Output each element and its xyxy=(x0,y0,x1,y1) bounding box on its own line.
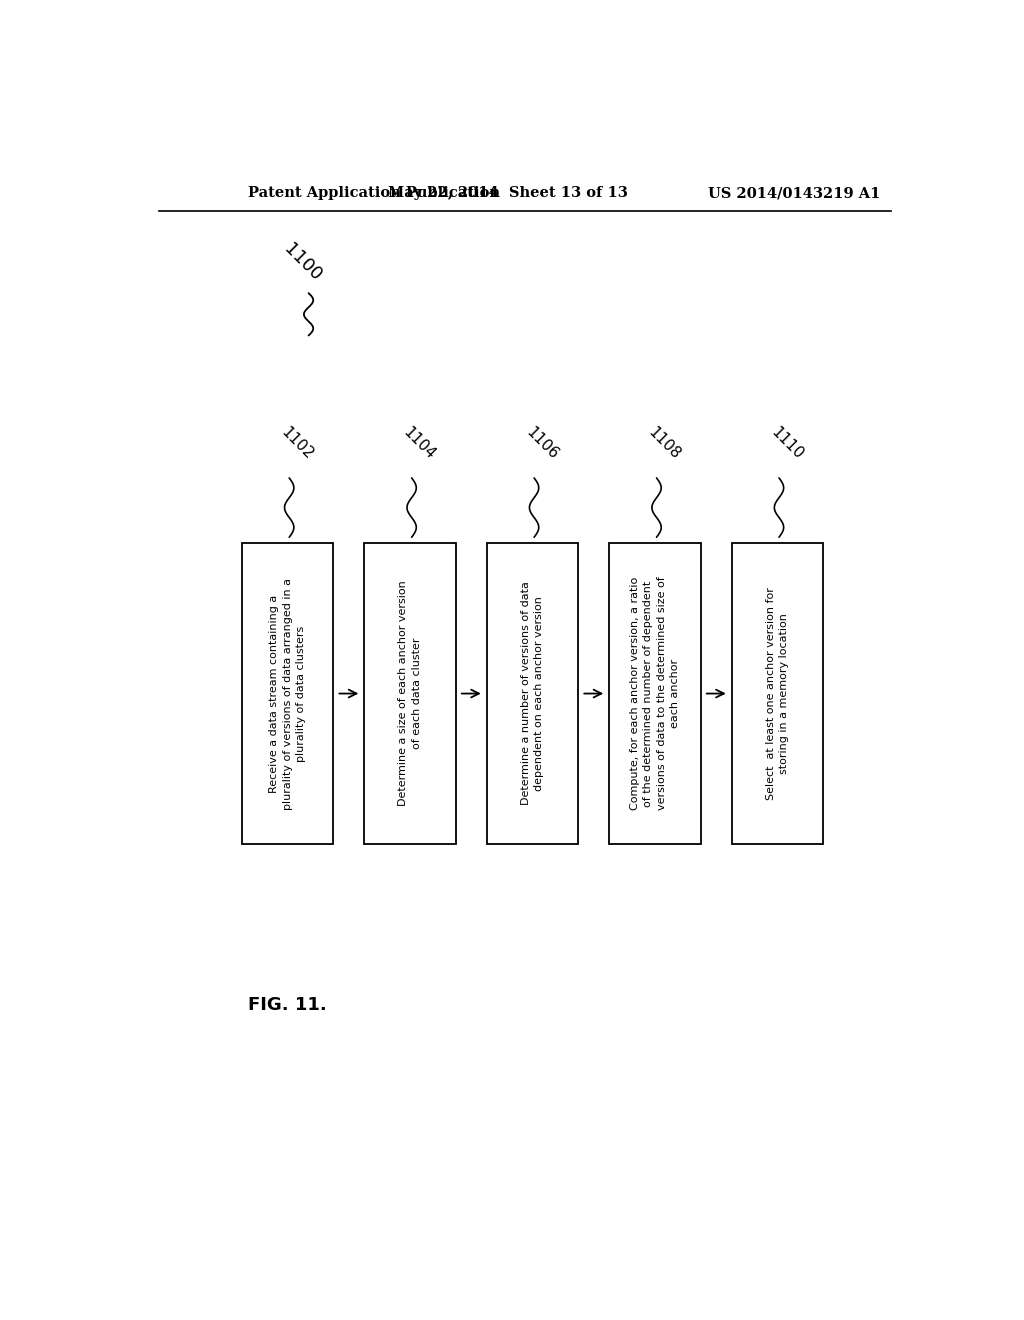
Text: US 2014/0143219 A1: US 2014/0143219 A1 xyxy=(709,186,881,201)
Text: FIG. 11.: FIG. 11. xyxy=(248,997,327,1014)
Text: 1106: 1106 xyxy=(523,424,561,462)
Text: May 22, 2014  Sheet 13 of 13: May 22, 2014 Sheet 13 of 13 xyxy=(388,186,628,201)
Bar xyxy=(609,544,700,843)
Bar xyxy=(732,544,823,843)
Text: Compute, for each anchor version, a ratio
of the determined number of dependent
: Compute, for each anchor version, a rati… xyxy=(630,577,680,810)
Bar xyxy=(486,544,579,843)
Bar xyxy=(242,544,334,843)
Text: Receive a data stream containing a
plurality of versions of data arranged in a
p: Receive a data stream containing a plura… xyxy=(269,578,306,809)
Text: 1104: 1104 xyxy=(400,425,438,462)
Bar xyxy=(365,544,456,843)
Text: Determine a size of each anchor version
of each data cluster: Determine a size of each anchor version … xyxy=(398,581,422,807)
Text: 1108: 1108 xyxy=(645,425,683,462)
Text: Select  at least one anchor version for
storing in a memory location: Select at least one anchor version for s… xyxy=(766,587,790,800)
Text: 1100: 1100 xyxy=(280,240,325,285)
Text: Patent Application Publication: Patent Application Publication xyxy=(248,186,500,201)
Text: 1102: 1102 xyxy=(279,425,315,462)
Text: Determine a number of versions of data
dependent on each anchor version: Determine a number of versions of data d… xyxy=(521,582,544,805)
Text: 1110: 1110 xyxy=(768,425,806,462)
